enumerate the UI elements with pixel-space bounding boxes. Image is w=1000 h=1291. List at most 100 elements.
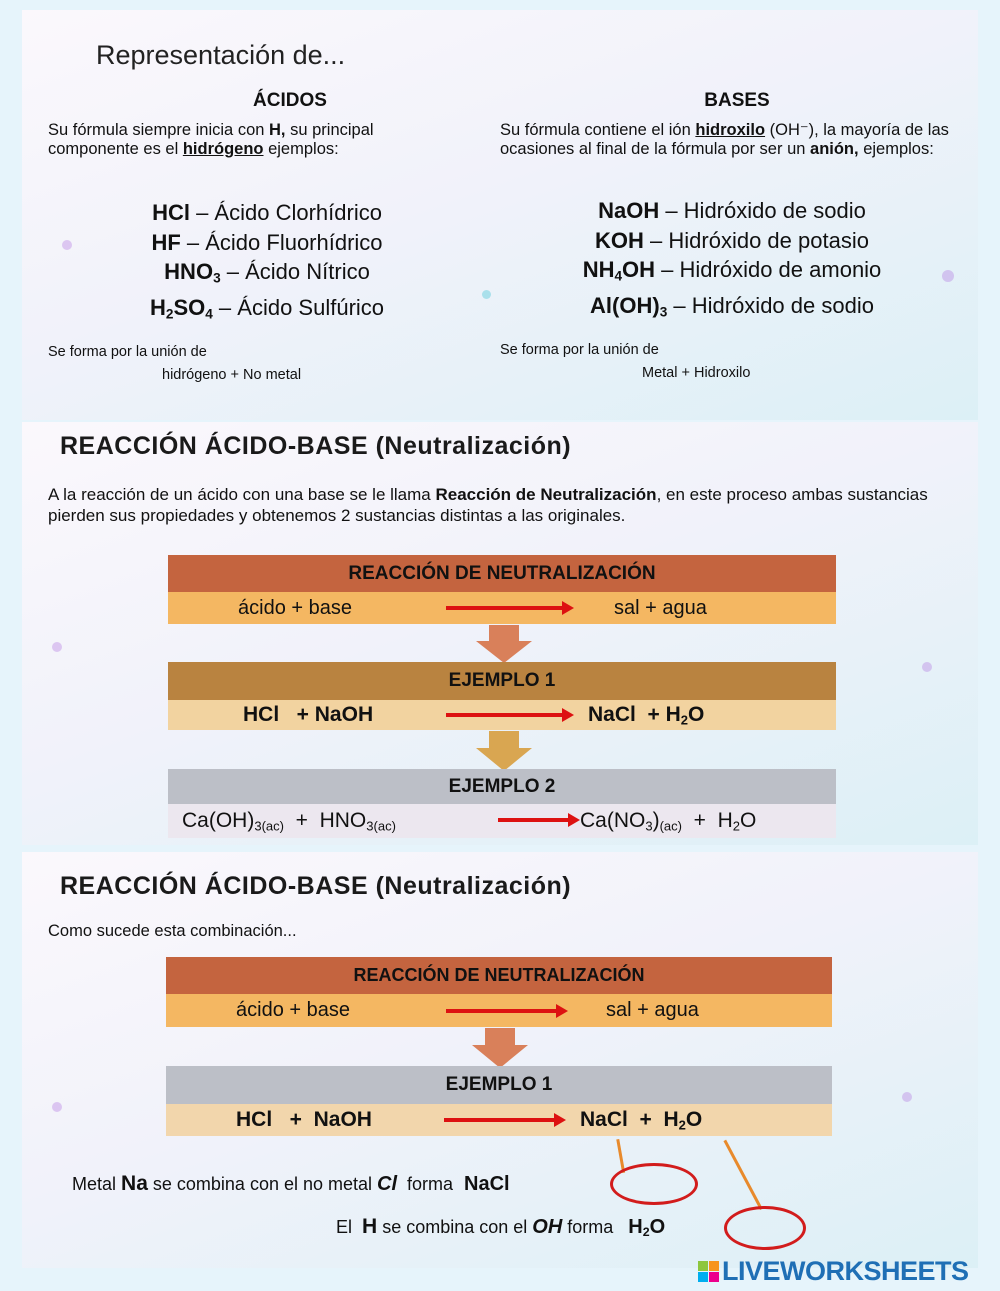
formula-item: HNO3 – Ácido Nítrico <box>82 257 452 293</box>
text-bold: hidrógeno <box>182 140 264 158</box>
acids-union-value: hidrógeno + No metal <box>162 367 302 383</box>
formula: HCl <box>152 200 190 225</box>
arrow-icon <box>444 1113 566 1127</box>
products: sal + agua <box>606 999 699 1021</box>
example1-equation: HCl + NaOH NaCl + H2O <box>168 700 836 730</box>
general-equation: ácido + base sal + agua <box>166 994 832 1027</box>
acids-union-label: Se forma por la unión de <box>48 344 207 360</box>
formula-item: HCl – Ácido Clorhídrico <box>82 198 452 228</box>
formula-item: Al(OH)3 – Hidróxido de sodio <box>502 291 962 327</box>
text: forma <box>397 1174 459 1194</box>
subscript: (ac) <box>659 818 683 834</box>
formula-item: HF – Ácido Fluorhídrico <box>82 228 452 258</box>
down-arrow-icon <box>472 1028 528 1068</box>
bases-list: NaOH – Hidróxido de sodio KOH – Hidróxido… <box>502 196 962 327</box>
down-arrow-icon <box>476 625 532 663</box>
reactants: ácido + base <box>236 999 350 1021</box>
subscript: 3 <box>659 304 668 320</box>
connector-line <box>723 1139 763 1210</box>
formula-item: H2SO4 – Ácido Sulfúrico <box>82 293 452 329</box>
bases-union-value: Metal + Hidroxilo <box>642 365 751 381</box>
example1-equation: HCl + NaOH NaCl + H2O <box>166 1104 832 1136</box>
section-title: REACCIÓN ÁCIDO-BASE (Neutralización) <box>60 432 572 460</box>
formula: HF <box>151 229 181 255</box>
reactants: HCl + NaOH <box>236 1108 372 1131</box>
text: se combina con el no metal <box>147 1174 378 1194</box>
dash: – <box>189 200 215 225</box>
example1-header: EJEMPLO 1 <box>166 1066 832 1104</box>
formula: NH4OH <box>582 257 656 284</box>
subscript: 2 <box>642 1225 650 1240</box>
arrow-icon <box>446 601 574 615</box>
text: ejemplos: <box>858 140 934 158</box>
text-bold: H, <box>269 121 286 139</box>
slide-neutralizacion-1: REACCIÓN ÁCIDO-BASE (Neutralización) A l… <box>22 422 978 845</box>
text: El <box>336 1217 363 1237</box>
liveworksheets-logo: LIVEWORKSHEETS <box>698 1256 969 1287</box>
subscript: 3(ac) <box>254 818 284 834</box>
reactants: Ca(OH)3(ac) + HNO3(ac) <box>182 808 396 834</box>
text-bold: hidroxilo <box>695 121 766 139</box>
acids-description: Su fórmula siempre inicia con H, su prin… <box>48 121 458 159</box>
text-bold: OH <box>532 1216 563 1238</box>
section-title: REACCIÓN ÁCIDO-BASE (Neutralización) <box>60 872 572 900</box>
example1-header: EJEMPLO 1 <box>168 662 836 700</box>
dash: – <box>667 292 692 318</box>
highlight-nacl: NaCl <box>464 1173 510 1195</box>
formula: KOH <box>595 227 644 253</box>
products: NaCl + H2O <box>580 1107 703 1133</box>
text: (OH⁻), la mayoría de las ocasiones al fi… <box>500 121 949 158</box>
circle-highlight <box>724 1206 806 1250</box>
reactants: HCl + NaOH <box>243 703 374 726</box>
compound-name: Hidróxido de potasio <box>668 227 869 253</box>
slide-neutralizacion-2: REACCIÓN ÁCIDO-BASE (Neutralización) Com… <box>22 852 978 1268</box>
general-equation: ácido + base sal + agua <box>168 592 836 624</box>
dash: – <box>659 198 684 223</box>
bases-description: Su fórmula contiene el ión hidroxilo (OH… <box>500 121 960 159</box>
page-title: Representación de... <box>96 40 346 70</box>
formula: Al(OH)3 <box>590 292 668 320</box>
acids-heading: ÁCIDOS <box>253 90 327 111</box>
logo-text: LIVEWORKSHEETS <box>722 1256 969 1286</box>
arrow-icon <box>446 708 574 722</box>
intro-text: A la reacción de un ácido con una base s… <box>48 484 928 526</box>
compound-name: Hidróxido de sodio <box>691 292 874 318</box>
products: NaCl + H2O <box>588 702 705 728</box>
reaction-header: REACCIÓN DE NEUTRALIZACIÓN <box>168 555 836 592</box>
formula: HNO3 <box>164 259 221 286</box>
text-bold: Reacción de Neutralización <box>435 485 657 504</box>
text-bold: Na <box>121 1172 148 1195</box>
subscript: 2 <box>680 712 689 728</box>
formula-item: NaOH – Hidróxido de sodio <box>502 196 962 226</box>
circle-highlight <box>610 1163 698 1205</box>
explanation-h2o: El H se combina con el OH forma H2O <box>336 1215 666 1242</box>
dash: – <box>180 229 206 255</box>
subscript: 3(ac) <box>366 818 396 834</box>
slide-representacion: Representación de... ÁCIDOS BASES Su fór… <box>22 10 978 420</box>
dash: – <box>212 294 238 320</box>
highlight-h2o: H2O <box>628 1216 666 1240</box>
text-bold: anión, <box>810 140 859 158</box>
reaction-header: REACCIÓN DE NEUTRALIZACIÓN <box>166 957 832 994</box>
reactants: ácido + base <box>238 596 352 619</box>
formula: H2SO4 <box>149 294 213 322</box>
text: se combina con el <box>377 1217 533 1237</box>
text: Su fórmula contiene el ión <box>500 121 696 139</box>
subscript: 2 <box>165 306 174 322</box>
arrow-icon <box>498 813 580 827</box>
formula: NaOH <box>598 198 660 223</box>
dash: – <box>655 257 680 282</box>
text: Metal <box>72 1174 122 1194</box>
text-bold: H <box>362 1215 378 1238</box>
compound-name: Ácido Clorhídrico <box>214 200 382 225</box>
products: sal + agua <box>614 596 707 619</box>
subscript: 2 <box>732 818 741 834</box>
dash: – <box>643 227 669 253</box>
formula-item: KOH – Hidróxido de potasio <box>502 226 962 256</box>
formula-item: NH4OH – Hidróxido de amonio <box>502 255 962 291</box>
compound-name: Ácido Fluorhídrico <box>205 229 383 255</box>
text: forma <box>562 1217 619 1237</box>
text: Su fórmula siempre inicia con <box>48 121 270 139</box>
text: A la reacción de un ácido con una base s… <box>48 485 436 504</box>
subscript: 4 <box>205 306 213 322</box>
